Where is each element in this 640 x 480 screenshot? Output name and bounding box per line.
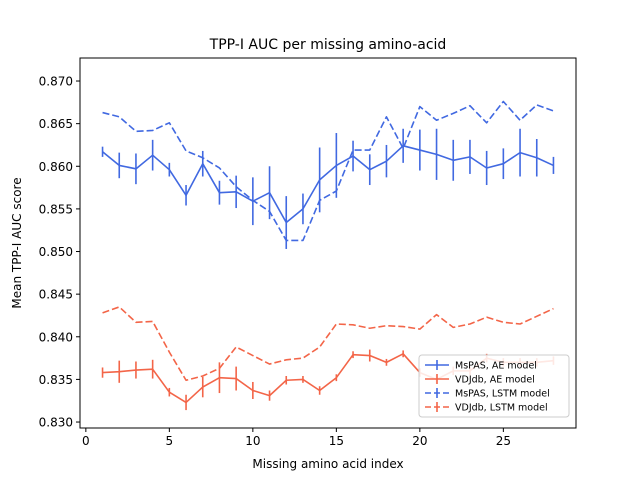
series-line (102, 100, 554, 242)
y-tick-label: 0.830 (39, 416, 73, 430)
legend-item: VDJdb, AE model (425, 374, 535, 386)
y-tick-label: 0.845 (39, 288, 73, 302)
y-tick-label: 0.870 (39, 75, 73, 89)
x-tick-label: 25 (496, 434, 511, 448)
y-tick-label: 0.855 (39, 202, 73, 216)
legend-item: VDJdb, LSTM model (425, 402, 548, 414)
y-tick-label: 0.835 (39, 373, 73, 387)
plot-frame (79, 57, 577, 429)
legend: MsPAS, AE model VDJdb, AE model MsPAS, LST… (418, 354, 570, 418)
legend-label: MsPAS, LSTM model (455, 389, 550, 400)
series-4 (102, 306, 554, 382)
y-tick-label: 0.865 (39, 117, 73, 131)
x-tick-label: 15 (329, 434, 344, 448)
legend-box (418, 354, 570, 418)
x-tick-label: 20 (412, 434, 427, 448)
y-axis-title: Mean TPP-I AUC score (10, 177, 24, 308)
x-tick-label: 5 (166, 434, 174, 448)
x-tick-label: 10 (245, 434, 260, 448)
y-tick-label: 0.850 (39, 245, 73, 259)
y-tick-label: 0.840 (39, 330, 73, 344)
x-axis: 0 5 10 15 20 25 (82, 428, 511, 448)
y-tick-label: 0.860 (39, 160, 73, 174)
series-line (102, 306, 554, 382)
legend-label: VDJdb, LSTM model (455, 403, 548, 414)
y-axis: 0.830 0.835 0.840 0.845 0.850 0.855 0.860 0.865… (39, 75, 80, 430)
legend-label: MsPAS, AE model (455, 361, 537, 372)
series-line (102, 145, 554, 224)
legend-label: VDJdb, AE model (455, 375, 535, 386)
legend-item: MsPAS, AE model (425, 360, 537, 372)
plot-series (101, 100, 555, 411)
legend-item: MsPAS, LSTM model (425, 388, 550, 400)
series-3 (102, 100, 554, 242)
x-axis-title: Missing amino acid index (252, 457, 403, 471)
x-tick-label: 0 (82, 434, 90, 448)
chart-title: TPP-I AUC per missing amino-acid (209, 37, 447, 53)
